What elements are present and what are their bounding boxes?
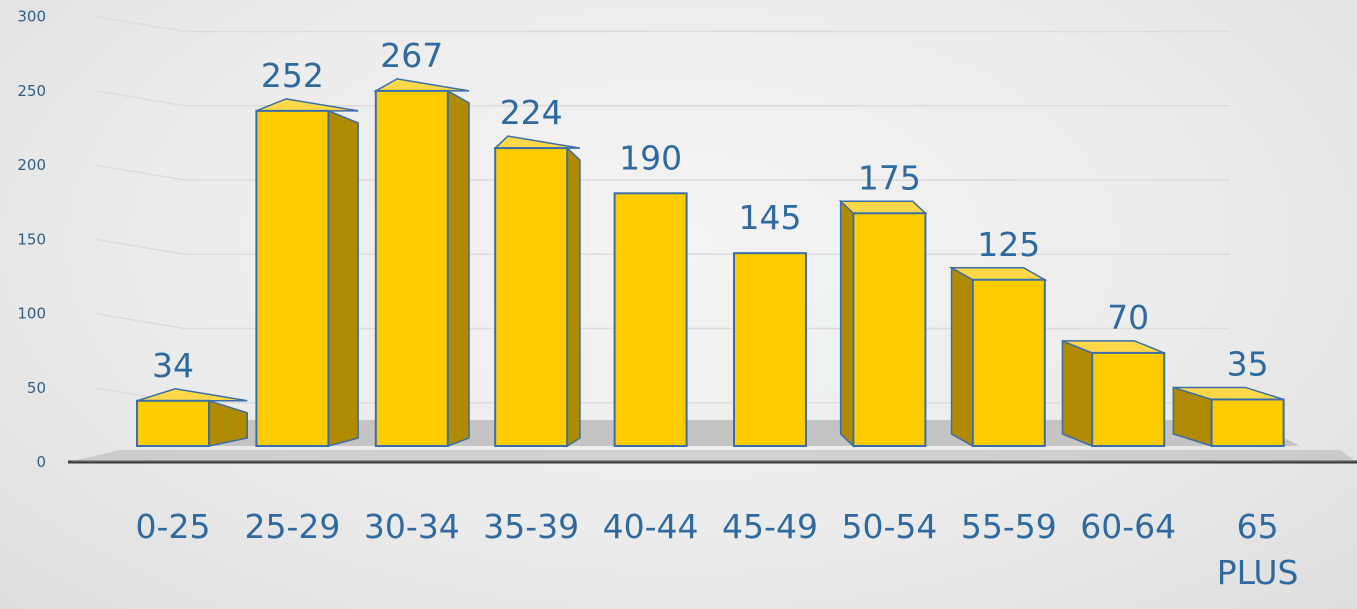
category-label: 0-25	[136, 507, 211, 546]
bar-top	[256, 98, 359, 112]
data-label: 70	[1107, 298, 1149, 337]
bar-top	[136, 388, 248, 402]
category-label: 65 PLUS	[1217, 507, 1299, 592]
bar	[948, 266, 1048, 448]
bar	[372, 78, 470, 448]
category-label: 50-54	[841, 507, 937, 546]
data-labels: 34 252 267 224 190 145 175 125 70 35	[152, 36, 1269, 385]
bar	[733, 252, 807, 447]
bar-side	[447, 89, 470, 448]
data-label: 224	[500, 93, 563, 132]
category-label: 45-49	[722, 507, 818, 546]
y-tick-label: 0	[36, 453, 46, 471]
bar	[1172, 386, 1285, 448]
bar-side	[566, 146, 581, 448]
category-label: 30-34	[364, 507, 460, 546]
bar-top	[372, 78, 470, 92]
bar-front	[255, 109, 330, 447]
bar	[255, 98, 359, 447]
data-label: 267	[380, 36, 443, 75]
category-label: 55-59	[961, 507, 1057, 546]
bar-front	[374, 89, 449, 447]
data-label: 252	[261, 56, 324, 95]
bar	[136, 388, 248, 447]
bar-front	[1210, 398, 1285, 448]
bar-front	[852, 212, 927, 447]
bar-top	[838, 200, 928, 214]
bar	[493, 135, 581, 448]
y-tick-label: 150	[17, 230, 46, 248]
data-label: 145	[739, 198, 802, 237]
bar-front	[733, 252, 807, 447]
bar-side	[950, 266, 974, 448]
data-label: 34	[152, 346, 194, 385]
y-tick-label: 250	[17, 82, 46, 100]
category-labels: 0-25 25-29 30-34 35-39 40-44 45-49 50-54 55-59 6…	[136, 507, 1299, 592]
y-axis-ticks: 0 50 100 150 200 250 300	[17, 8, 46, 472]
bar-side	[839, 199, 855, 448]
bar-front	[613, 192, 688, 447]
y-tick-label: 100	[17, 305, 46, 323]
bar-side	[208, 399, 248, 447]
y-tick-label: 50	[27, 379, 46, 397]
gridline	[94, 164, 1230, 181]
gridline	[94, 90, 1230, 107]
data-label: 35	[1227, 344, 1269, 383]
data-label: 125	[977, 225, 1040, 264]
data-label: 175	[858, 158, 921, 197]
category-label: 35-39	[483, 507, 579, 546]
bar	[613, 192, 688, 447]
bar	[838, 199, 928, 448]
floor-edge	[68, 450, 1357, 462]
category-label: 25-29	[244, 507, 340, 546]
bars	[136, 78, 1285, 448]
bar-side	[327, 109, 359, 447]
bar-side	[1061, 339, 1093, 448]
category-label: 40-44	[603, 507, 699, 546]
y-tick-label: 300	[17, 8, 46, 26]
y-tick-label: 200	[17, 156, 46, 174]
bar-front	[136, 399, 210, 447]
category-label: 60-64	[1080, 507, 1176, 546]
data-label: 190	[619, 138, 682, 177]
bar-front	[494, 147, 569, 448]
bar	[1061, 339, 1166, 448]
bar-front	[971, 278, 1046, 447]
bar-top	[493, 135, 581, 149]
bar-front	[1091, 351, 1166, 447]
gridline	[94, 15, 1230, 33]
